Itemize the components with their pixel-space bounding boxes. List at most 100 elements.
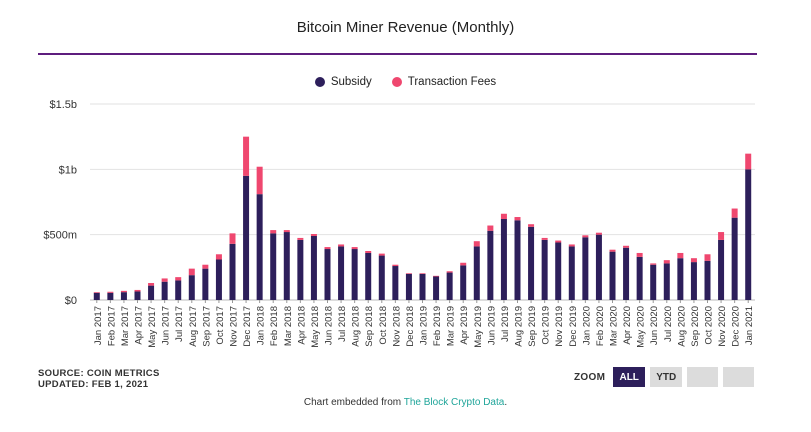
x-tick-label: Aug 2019 (514, 306, 525, 347)
bar-subsidy (473, 246, 480, 300)
bar-subsidy (500, 218, 507, 300)
x-tick-label: Apr 2017 (134, 306, 145, 345)
bar-subsidy (745, 169, 752, 300)
bar-subsidy (148, 285, 155, 300)
bar-fees (107, 291, 114, 293)
bar-fees (677, 252, 684, 259)
bar-fees (460, 262, 467, 266)
zoom-blank-button-2[interactable] (723, 367, 755, 387)
x-tick-label: Sep 2018 (364, 306, 375, 347)
x-tick-label: Jun 2017 (161, 306, 172, 345)
x-tick-label: Aug 2018 (351, 306, 362, 347)
bar-fees (351, 247, 358, 250)
bar-fees (514, 217, 521, 221)
bar-fees (405, 273, 412, 274)
bar-fees (229, 233, 236, 244)
bar-subsidy (188, 275, 195, 300)
x-tick-label: Jul 2017 (174, 306, 185, 342)
bar-fees (134, 289, 141, 292)
x-tick-label: Nov 2020 (717, 306, 728, 347)
bar-subsidy (419, 273, 426, 300)
x-tick-label: Dec 2019 (568, 306, 579, 347)
bar-fees (541, 237, 548, 240)
bar-fees (392, 264, 399, 267)
bar-subsidy (351, 249, 358, 300)
x-tick-label: Dec 2017 (242, 306, 253, 347)
bar-subsidy (514, 220, 521, 300)
bar-fees (256, 166, 263, 195)
bar-subsidy (243, 175, 250, 300)
bar-fees (609, 249, 616, 252)
bar-subsidy (582, 237, 589, 300)
y-tick-label: $500m (43, 230, 77, 242)
bar-fees (310, 234, 317, 236)
bar-fees (704, 254, 711, 261)
x-tick-label: Jul 2018 (337, 306, 348, 342)
bar-fees (731, 208, 738, 218)
zoom-all-button[interactable]: ALL (613, 367, 646, 387)
bar-subsidy (229, 243, 236, 300)
embed-prefix: Chart embedded from (303, 397, 404, 408)
bar-fees (188, 268, 195, 276)
x-tick-label: Nov 2018 (391, 306, 402, 347)
bar-fees (297, 237, 304, 240)
bar-subsidy (93, 292, 100, 300)
legend-label-subsidy: Subsidy (330, 76, 372, 88)
bar-fees (93, 292, 100, 293)
embed-suffix: . (504, 397, 508, 408)
bar-fees (473, 241, 480, 247)
bar-fees (582, 235, 589, 238)
x-tick-label: Apr 2019 (459, 306, 470, 345)
zoom-controls: ZOOM ALL YTD (574, 367, 759, 387)
bar-fees (636, 252, 643, 257)
y-tick-label: $1.5b (49, 99, 77, 111)
bar-fees (690, 258, 697, 263)
bar-subsidy (568, 246, 575, 300)
bar-fees (161, 278, 168, 282)
bar-subsidy (677, 258, 684, 300)
zoom-label: ZOOM (574, 371, 606, 383)
bar-subsidy (134, 291, 141, 300)
bar-subsidy (215, 259, 222, 300)
x-tick-label: Oct 2017 (215, 306, 226, 345)
x-tick-label: Feb 2017 (106, 306, 117, 346)
bar-subsidy (270, 233, 277, 300)
legend-item-subsidy[interactable]: Subsidy (314, 76, 372, 88)
x-tick-label: Apr 2018 (296, 306, 307, 345)
bar-fees (650, 263, 657, 265)
x-tick-label: Jan 2017 (93, 306, 104, 345)
x-tick-label: Oct 2019 (541, 306, 552, 345)
embed-link[interactable]: The Block Crypto Data (403, 397, 505, 408)
legend-swatch-subsidy (314, 77, 325, 87)
x-tick-label: Aug 2017 (188, 306, 199, 347)
bar-subsidy (623, 247, 630, 300)
bar-subsidy (595, 234, 602, 300)
x-tick-label: Mar 2018 (283, 306, 294, 346)
bar-subsidy (392, 266, 399, 300)
bar-subsidy (202, 268, 209, 300)
bar-subsidy (107, 292, 114, 300)
legend-item-fees[interactable]: Transaction Fees (391, 76, 496, 88)
bar-fees (243, 136, 250, 176)
x-tick-label: Feb 2018 (269, 306, 280, 346)
x-tick-label: Sep 2017 (201, 306, 212, 347)
x-tick-label: Nov 2019 (554, 306, 565, 347)
bar-fees (595, 232, 602, 235)
bar-fees (120, 290, 127, 293)
x-tick-label: Jan 2019 (419, 306, 430, 345)
x-tick-label: May 2019 (473, 306, 484, 348)
chart-legend: Subsidy Transaction Fees (0, 76, 811, 88)
bar-subsidy (297, 239, 304, 300)
legend-swatch-fees (391, 77, 402, 87)
x-tick-label: Dec 2020 (731, 306, 742, 347)
bar-fees (324, 247, 331, 250)
bar-subsidy (365, 252, 372, 300)
x-tick-label: Feb 2020 (595, 306, 606, 346)
bar-fees (419, 273, 426, 274)
zoom-blank-button-1[interactable] (687, 367, 719, 387)
bar-subsidy (338, 246, 345, 300)
bar-subsidy (120, 292, 127, 300)
bar-subsidy (405, 273, 412, 300)
zoom-ytd-button[interactable]: YTD (650, 367, 683, 387)
